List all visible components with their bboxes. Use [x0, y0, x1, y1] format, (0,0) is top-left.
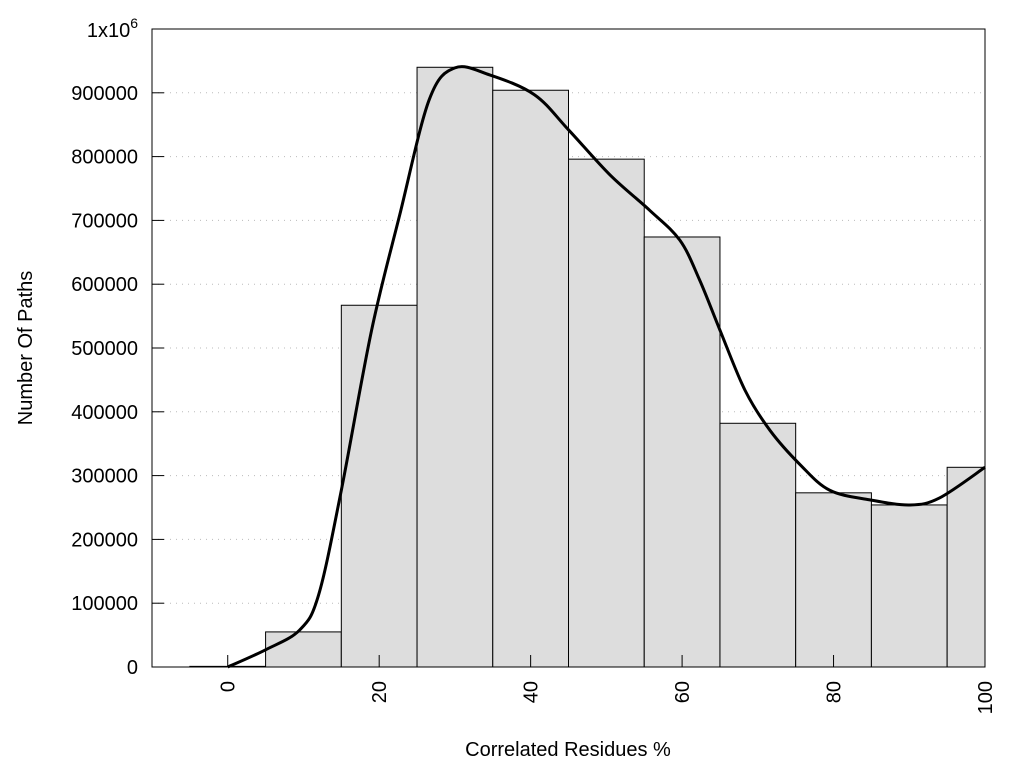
x-tick-label: 20 — [369, 681, 391, 703]
bar — [946, 466, 986, 668]
y-tick-label: 300000 — [71, 466, 138, 488]
y-top-label: 1x106 — [87, 15, 138, 42]
x-tick-label: 100 — [975, 681, 997, 714]
y-tick-label: 500000 — [71, 338, 138, 360]
y-tick-label: 900000 — [71, 83, 138, 105]
y-tick-label: 800000 — [71, 147, 138, 169]
bar — [643, 236, 721, 668]
y-tick-label: 200000 — [71, 529, 138, 551]
y-axis-ticks: 0 100000 200000 300000 400000 500000 600000 700… — [71, 28, 164, 679]
bar — [870, 504, 948, 668]
bar — [416, 66, 494, 668]
y-tick-label: 700000 — [71, 210, 138, 232]
y-tick-label: 400000 — [71, 402, 138, 424]
x-tick-label: 0 — [218, 681, 240, 692]
bar — [568, 158, 645, 668]
bar — [719, 422, 797, 668]
x-tick-label: 60 — [672, 681, 694, 703]
x-tick-label: 40 — [521, 681, 543, 703]
bar — [492, 89, 570, 668]
y-tick-label: 600000 — [71, 274, 138, 296]
y-tick-label: 100000 — [71, 593, 138, 615]
bar — [265, 631, 342, 668]
bars — [189, 66, 986, 668]
y-tick-label: 0 — [127, 657, 138, 679]
bar — [795, 492, 872, 668]
grid-lines — [152, 92, 985, 604]
bar — [340, 304, 418, 668]
x-axis-ticks: 0 20 40 60 80 100 — [218, 655, 997, 714]
y-axis-label: Number Of Paths — [15, 271, 37, 426]
x-axis-label: Correlated Residues % — [465, 739, 671, 761]
x-tick-label: 80 — [824, 681, 846, 703]
smoothed-curve — [227, 65, 986, 669]
